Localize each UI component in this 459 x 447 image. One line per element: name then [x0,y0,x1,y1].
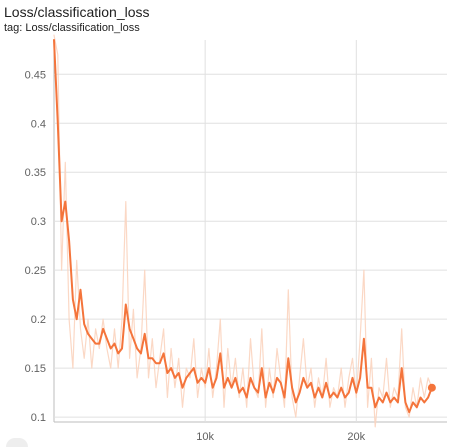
grid-layer [53,40,447,423]
y-tick-label: 0.45 [25,69,46,81]
y-tick-label: 0.25 [25,265,46,277]
y-tick-label: 0.2 [31,314,46,326]
last-point-marker [427,383,436,392]
y-tick-label: 0.3 [31,216,46,228]
y-tick-label: 0.15 [25,363,46,375]
y-tick-label: 0.4 [31,118,46,130]
tick-layer: 0.1 0.15 0.2 0.25 0.3 0.35 0.4 0.45 10k 20k [25,69,366,443]
x-tick-label: 10k [196,431,214,443]
marker-layer [427,383,436,392]
chart-title: Loss/classification_loss [4,4,150,20]
x-tick-label: 20k [347,431,365,443]
chart-tag: tag: Loss/classification_loss [4,22,140,34]
raw-series-line [53,34,433,428]
smoothed-series-line [53,39,433,414]
y-tick-label: 0.35 [25,167,46,179]
series-layer [53,34,433,428]
expand-toggle[interactable] [6,438,28,447]
y-tick-label: 0.1 [31,412,46,424]
